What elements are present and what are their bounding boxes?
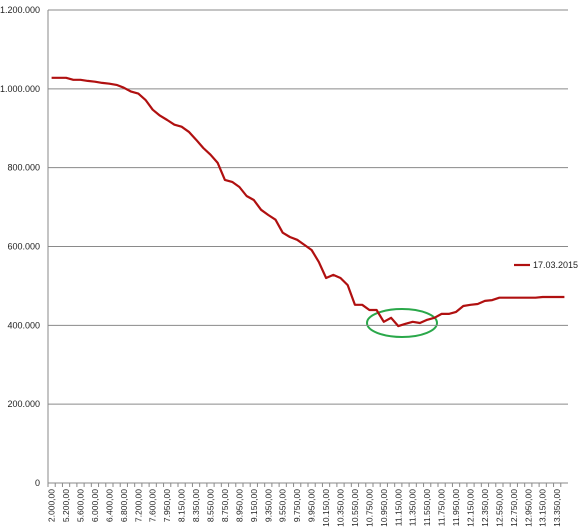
x-tick-label: 10.350,00 xyxy=(336,489,346,527)
x-tick-label: 12.750,00 xyxy=(509,489,519,527)
x-tick-label: 10.550,00 xyxy=(350,489,360,527)
x-tick-label: 8.550,00 xyxy=(206,489,216,522)
x-tick-label: 2.000,00 xyxy=(47,489,57,522)
y-tick-label: 800.000 xyxy=(7,163,40,173)
y-tick-label: 600.000 xyxy=(7,242,40,252)
y-tick-label: 1.000.000 xyxy=(0,84,40,94)
x-tick-label: 6.400,00 xyxy=(104,489,114,522)
x-tick-label: 11.550,00 xyxy=(422,489,432,526)
x-tick-label: 5.600,00 xyxy=(76,489,86,522)
x-tick-label: 11.750,00 xyxy=(437,489,447,526)
x-tick-label: 12.950,00 xyxy=(523,489,533,527)
x-tick-label: 13.350,00 xyxy=(552,489,562,527)
x-tick-label: 8.750,00 xyxy=(220,489,230,522)
x-tick-label: 5.200,00 xyxy=(61,489,71,522)
x-tick-label: 7.600,00 xyxy=(148,489,158,522)
x-tick-label: 11.150,00 xyxy=(393,489,403,526)
x-tick-label: 9.750,00 xyxy=(292,489,302,522)
x-tick-label: 12.550,00 xyxy=(494,489,504,527)
x-tick-label: 6.000,00 xyxy=(90,489,100,522)
x-tick-label: 6.800,00 xyxy=(119,489,129,522)
x-tick-label: 9.350,00 xyxy=(263,489,273,522)
x-tick-label: 7.200,00 xyxy=(133,489,143,522)
x-tick-label: 9.550,00 xyxy=(278,489,288,522)
legend-label: 17.03.2015 xyxy=(533,260,578,270)
x-tick-label: 8.350,00 xyxy=(191,489,201,522)
data-line xyxy=(51,76,565,328)
y-tick-label: 200.000 xyxy=(7,399,40,409)
x-tick-label: 10.750,00 xyxy=(364,489,374,527)
x-tick-label: 11.950,00 xyxy=(451,489,461,526)
y-tick-label: 0 xyxy=(35,478,40,488)
highlight-ellipse xyxy=(366,308,438,338)
x-tick-label: 12.350,00 xyxy=(480,489,490,527)
y-tick-label: 400.000 xyxy=(7,320,40,330)
x-tick-label: 11.350,00 xyxy=(408,489,418,526)
x-tick-label: 13.150,00 xyxy=(538,489,548,527)
x-tick-label: 9.150,00 xyxy=(249,489,259,522)
x-tick-label: 10.950,00 xyxy=(379,489,389,527)
x-tick-label: 9.950,00 xyxy=(307,489,317,522)
y-tick-label: 1.200.000 xyxy=(0,5,40,15)
x-tick-label: 12.150,00 xyxy=(466,489,476,527)
x-tick-label: 10.150,00 xyxy=(321,489,331,527)
x-tick-label: 8.950,00 xyxy=(234,489,244,522)
x-tick-label: 7.950,00 xyxy=(162,489,172,522)
x-tick-label: 8.150,00 xyxy=(177,489,187,522)
